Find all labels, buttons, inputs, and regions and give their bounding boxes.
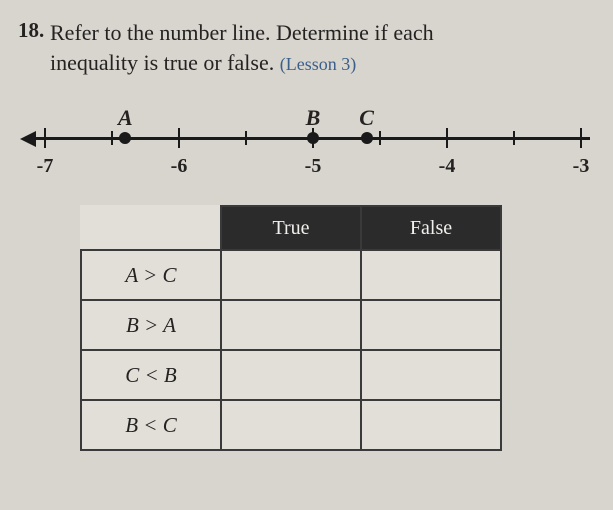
number-line: -7 -6 -5 -4 -3 A B C	[20, 105, 590, 195]
blank-corner	[81, 206, 221, 250]
expr-cell: C < B	[81, 350, 221, 400]
point-label-c: C	[359, 105, 374, 131]
answer-table: True False A > C B > A C < B B < C	[80, 205, 502, 451]
question-block: 18. Refer to the number line. Determine …	[20, 18, 593, 77]
minor-tick	[513, 131, 515, 145]
point-dot-c	[361, 132, 373, 144]
question-number: 18.	[18, 18, 44, 43]
table-row: B < C	[81, 400, 501, 450]
expr-cell: B < C	[81, 400, 221, 450]
table-row: C < B	[81, 350, 501, 400]
question-line1: Refer to the number line. Determine if e…	[50, 20, 434, 45]
table-row: A > C	[81, 250, 501, 300]
true-cell[interactable]	[221, 250, 361, 300]
tick-label: -6	[171, 155, 188, 178]
minor-tick	[379, 131, 381, 145]
question-line2: inequality is true or false.	[50, 50, 274, 75]
false-cell[interactable]	[361, 400, 501, 450]
lesson-ref: (Lesson 3)	[280, 54, 356, 74]
true-cell[interactable]	[221, 350, 361, 400]
expr-cell: B > A	[81, 300, 221, 350]
point-label-a: A	[118, 105, 133, 131]
tick-label: -3	[573, 155, 590, 178]
tick	[178, 128, 180, 148]
header-true: True	[221, 206, 361, 250]
tick-label: -4	[439, 155, 456, 178]
tick	[44, 128, 46, 148]
expr-cell: A > C	[81, 250, 221, 300]
point-dot-b	[307, 132, 319, 144]
header-false: False	[361, 206, 501, 250]
true-cell[interactable]	[221, 300, 361, 350]
tick-label: -7	[37, 155, 54, 178]
false-cell[interactable]	[361, 300, 501, 350]
table-row: B > A	[81, 300, 501, 350]
tick	[446, 128, 448, 148]
minor-tick	[245, 131, 247, 145]
tick	[580, 128, 582, 148]
tick-label: -5	[305, 155, 322, 178]
false-cell[interactable]	[361, 250, 501, 300]
minor-tick	[111, 131, 113, 145]
true-cell[interactable]	[221, 400, 361, 450]
false-cell[interactable]	[361, 350, 501, 400]
point-dot-a	[119, 132, 131, 144]
point-label-b: B	[306, 105, 321, 131]
question-text: Refer to the number line. Determine if e…	[50, 18, 593, 77]
